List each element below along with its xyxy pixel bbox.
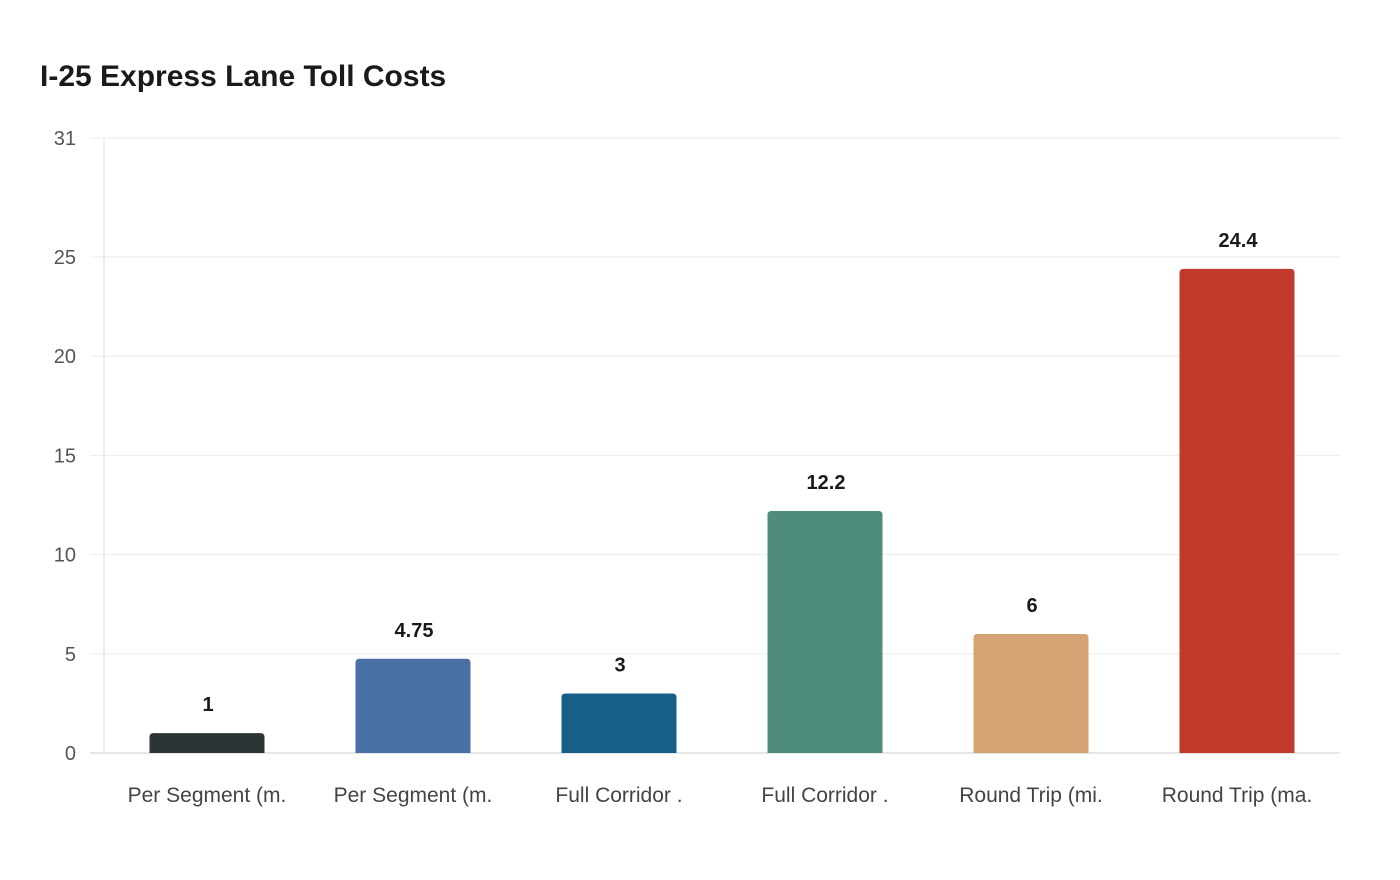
- bar: [561, 693, 677, 753]
- y-tick-label: 25: [54, 247, 76, 269]
- x-tick-label: Round Trip (ma.: [1162, 784, 1313, 807]
- bar: [355, 658, 471, 753]
- x-tick-label: Full Corridor .: [761, 784, 888, 807]
- y-tick-label: 0: [65, 743, 76, 765]
- data-label: 24.4: [1219, 230, 1259, 252]
- y-tick-label: 5: [65, 644, 76, 666]
- y-tick-label: 15: [54, 445, 76, 467]
- x-tick-label: Per Segment (m.: [128, 784, 287, 807]
- bar: [973, 633, 1089, 753]
- bar: [1179, 268, 1295, 753]
- data-label: 4.75: [395, 620, 434, 642]
- chart-title: I-25 Express Lane Toll Costs: [40, 60, 447, 93]
- data-label: 3: [614, 654, 625, 676]
- y-tick-label: 20: [54, 346, 76, 368]
- data-label: 12.2: [807, 472, 846, 494]
- data-label: 6: [1026, 595, 1037, 617]
- bar: [767, 510, 883, 753]
- y-tick-label: 10: [54, 545, 76, 567]
- y-tick-label: 31: [54, 128, 76, 150]
- x-tick-label: Per Segment (m.: [334, 784, 493, 807]
- bar: [149, 733, 265, 753]
- x-tick-label: Full Corridor .: [555, 784, 682, 807]
- x-tick-label: Round Trip (mi.: [959, 784, 1103, 807]
- data-label: 1: [202, 694, 213, 716]
